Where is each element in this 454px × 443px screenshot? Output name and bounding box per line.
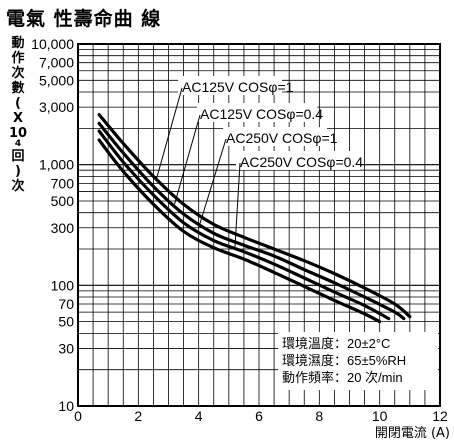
legend-leader-line	[174, 114, 201, 205]
y-tick-label: 30	[58, 340, 74, 356]
x-tick-label: 2	[134, 408, 142, 424]
legend-label-bg	[178, 76, 282, 95]
x-tick-label: 6	[255, 408, 263, 424]
condition-text: 環境濕度：65±5%RH	[282, 353, 406, 368]
y-tick-label: 300	[51, 220, 75, 236]
y-axis-label-char: 10	[8, 126, 28, 141]
y-axis-label-char: )	[15, 164, 21, 179]
y-axis-label-char: 數	[11, 81, 25, 96]
y-axis-label-char: (	[15, 96, 21, 111]
series-label: AC250V COSφ=0.4	[240, 154, 363, 170]
legend-leader-line	[198, 138, 227, 228]
legend-leader-line	[155, 87, 183, 180]
series-label: AC125V COSφ=0.4	[200, 106, 323, 122]
x-tick-label: 8	[315, 408, 323, 424]
y-tick-label: 500	[51, 193, 75, 209]
y-tick-label: 10,000	[31, 36, 74, 52]
y-tick-label: 5,000	[39, 72, 74, 88]
y-axis-label: 動 作 次 數 ( X 10 4 回 ) 次	[8, 36, 28, 194]
legend-leader-line	[234, 162, 241, 250]
x-axis-label: 開閉電流 (A)	[374, 426, 450, 441]
y-tick-label: 10	[58, 398, 74, 414]
series-label: AC125V COSφ=1	[182, 79, 294, 95]
y-tick-label: 100	[51, 277, 75, 293]
conditions-bg	[278, 332, 438, 390]
y-tick-label: 70	[58, 296, 74, 312]
condition-text: 環境溫度：20±2°C	[282, 336, 390, 351]
chart-title: 電氣 性壽命曲 線	[6, 8, 162, 30]
y-axis-label-char: X	[12, 111, 24, 126]
x-tick-label: 4	[195, 408, 203, 424]
y-tick-label: 1,000	[39, 157, 74, 173]
y-axis-label-char: 次	[11, 179, 25, 194]
y-tick-label: 3,000	[39, 99, 74, 115]
legend-label-bg	[197, 103, 317, 122]
x-tick-label: 12	[432, 408, 448, 424]
y-axis-label-char: 作	[11, 51, 25, 66]
x-tick-label: 10	[372, 408, 388, 424]
series-line	[97, 112, 412, 319]
series-line	[97, 121, 406, 321]
condition-text: 動作頻率：20 次/min	[282, 370, 403, 385]
y-tick-label: 700	[51, 175, 75, 191]
y-tick-label: 7,000	[39, 55, 74, 71]
legend-label-bg	[236, 151, 360, 170]
legend-label-bg	[223, 127, 327, 146]
y-tick-label: 50	[58, 314, 74, 330]
series-line	[97, 138, 382, 324]
series-line	[97, 129, 391, 321]
y-axis-label-char: 次	[11, 66, 25, 81]
y-axis-label-char: 動	[11, 36, 25, 51]
series-label: AC250V COSφ=1	[226, 130, 338, 146]
y-axis-label-exponent: 4	[14, 139, 22, 149]
x-tick-label: 0	[74, 408, 82, 424]
y-axis-label-char: 回	[11, 149, 25, 164]
plot-frame	[77, 43, 441, 407]
